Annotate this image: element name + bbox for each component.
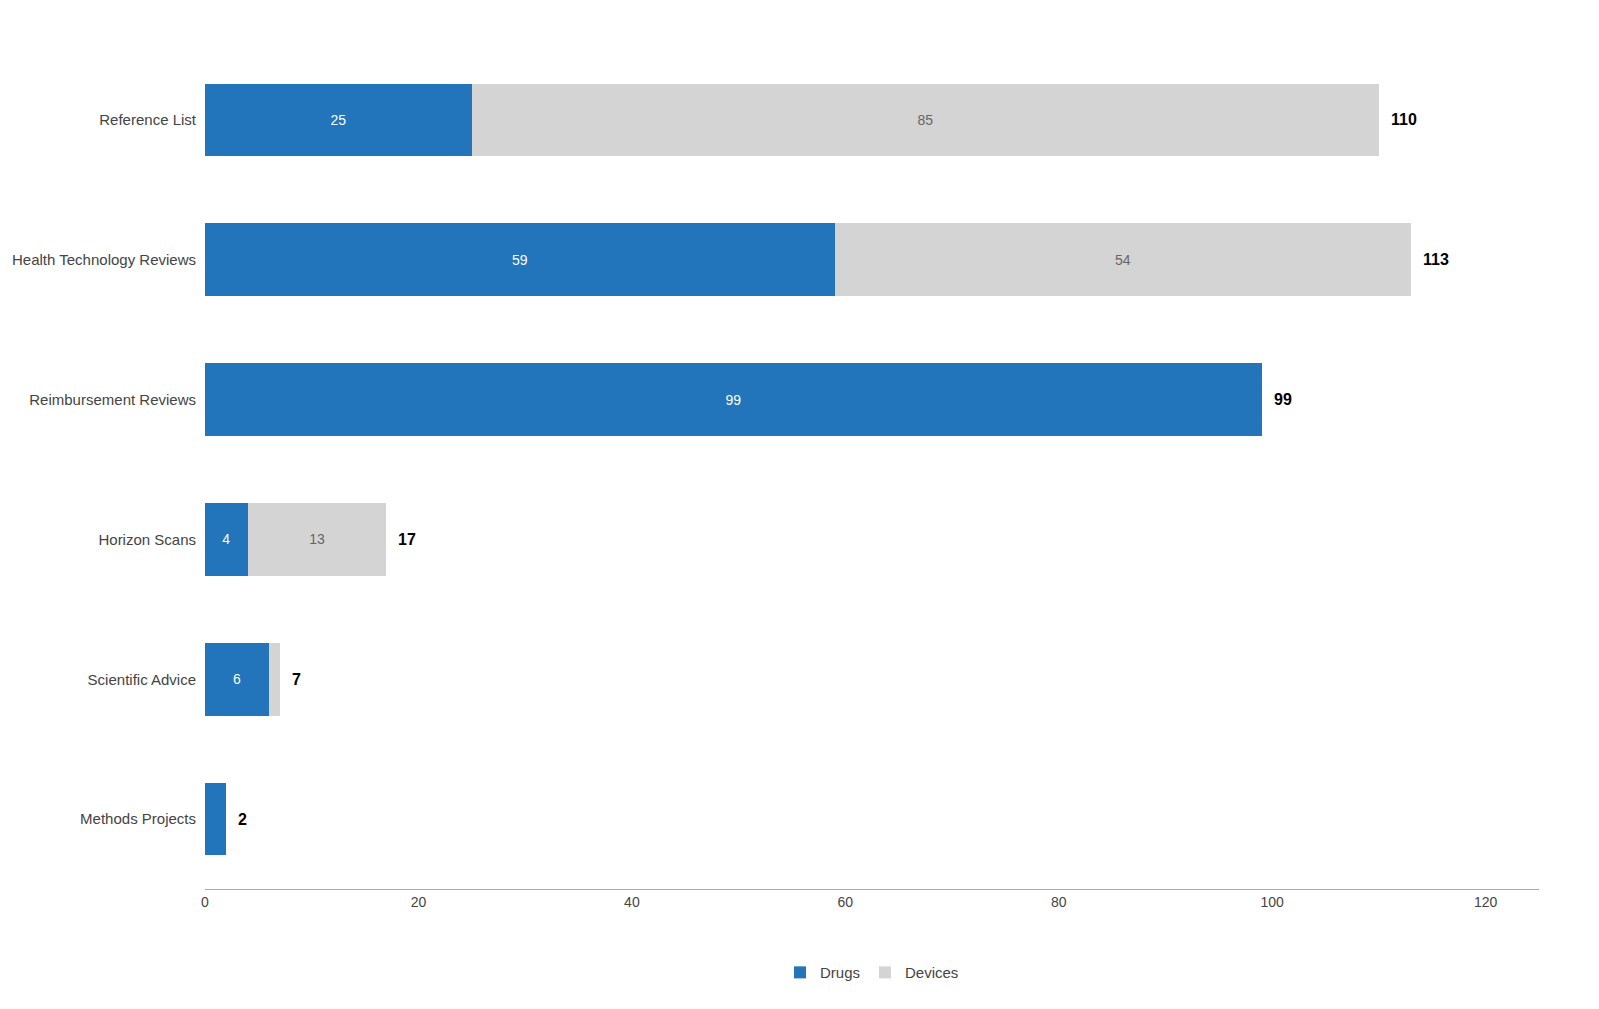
svg-text:100: 100 xyxy=(1261,894,1285,910)
svg-text:17: 17 xyxy=(398,531,416,548)
svg-text:Horizon Scans: Horizon Scans xyxy=(98,531,196,548)
svg-text:99: 99 xyxy=(725,392,741,408)
svg-text:25: 25 xyxy=(331,112,347,128)
svg-text:13: 13 xyxy=(309,531,325,547)
svg-text:Scientific Advice: Scientific Advice xyxy=(88,671,196,688)
svg-text:113: 113 xyxy=(1423,251,1449,268)
svg-text:4: 4 xyxy=(222,531,230,547)
svg-text:Methods Projects: Methods Projects xyxy=(80,810,196,827)
svg-text:0: 0 xyxy=(201,894,209,910)
svg-text:Drugs: Drugs xyxy=(820,964,860,981)
svg-text:2: 2 xyxy=(238,811,247,828)
svg-text:20: 20 xyxy=(411,894,427,910)
svg-text:60: 60 xyxy=(838,894,854,910)
svg-text:110: 110 xyxy=(1391,111,1417,128)
svg-text:Devices: Devices xyxy=(905,964,958,981)
svg-text:6: 6 xyxy=(233,671,241,687)
svg-text:40: 40 xyxy=(624,894,640,910)
svg-text:120: 120 xyxy=(1474,894,1498,910)
svg-text:59: 59 xyxy=(512,252,528,268)
svg-text:7: 7 xyxy=(292,671,301,688)
svg-text:80: 80 xyxy=(1051,894,1067,910)
svg-text:Reimbursement Reviews: Reimbursement Reviews xyxy=(29,391,196,408)
svg-text:Reference List: Reference List xyxy=(99,111,197,128)
svg-text:99: 99 xyxy=(1274,391,1292,408)
svg-text:85: 85 xyxy=(917,112,933,128)
svg-text:54: 54 xyxy=(1115,252,1131,268)
svg-text:Health Technology Reviews: Health Technology Reviews xyxy=(12,251,196,268)
